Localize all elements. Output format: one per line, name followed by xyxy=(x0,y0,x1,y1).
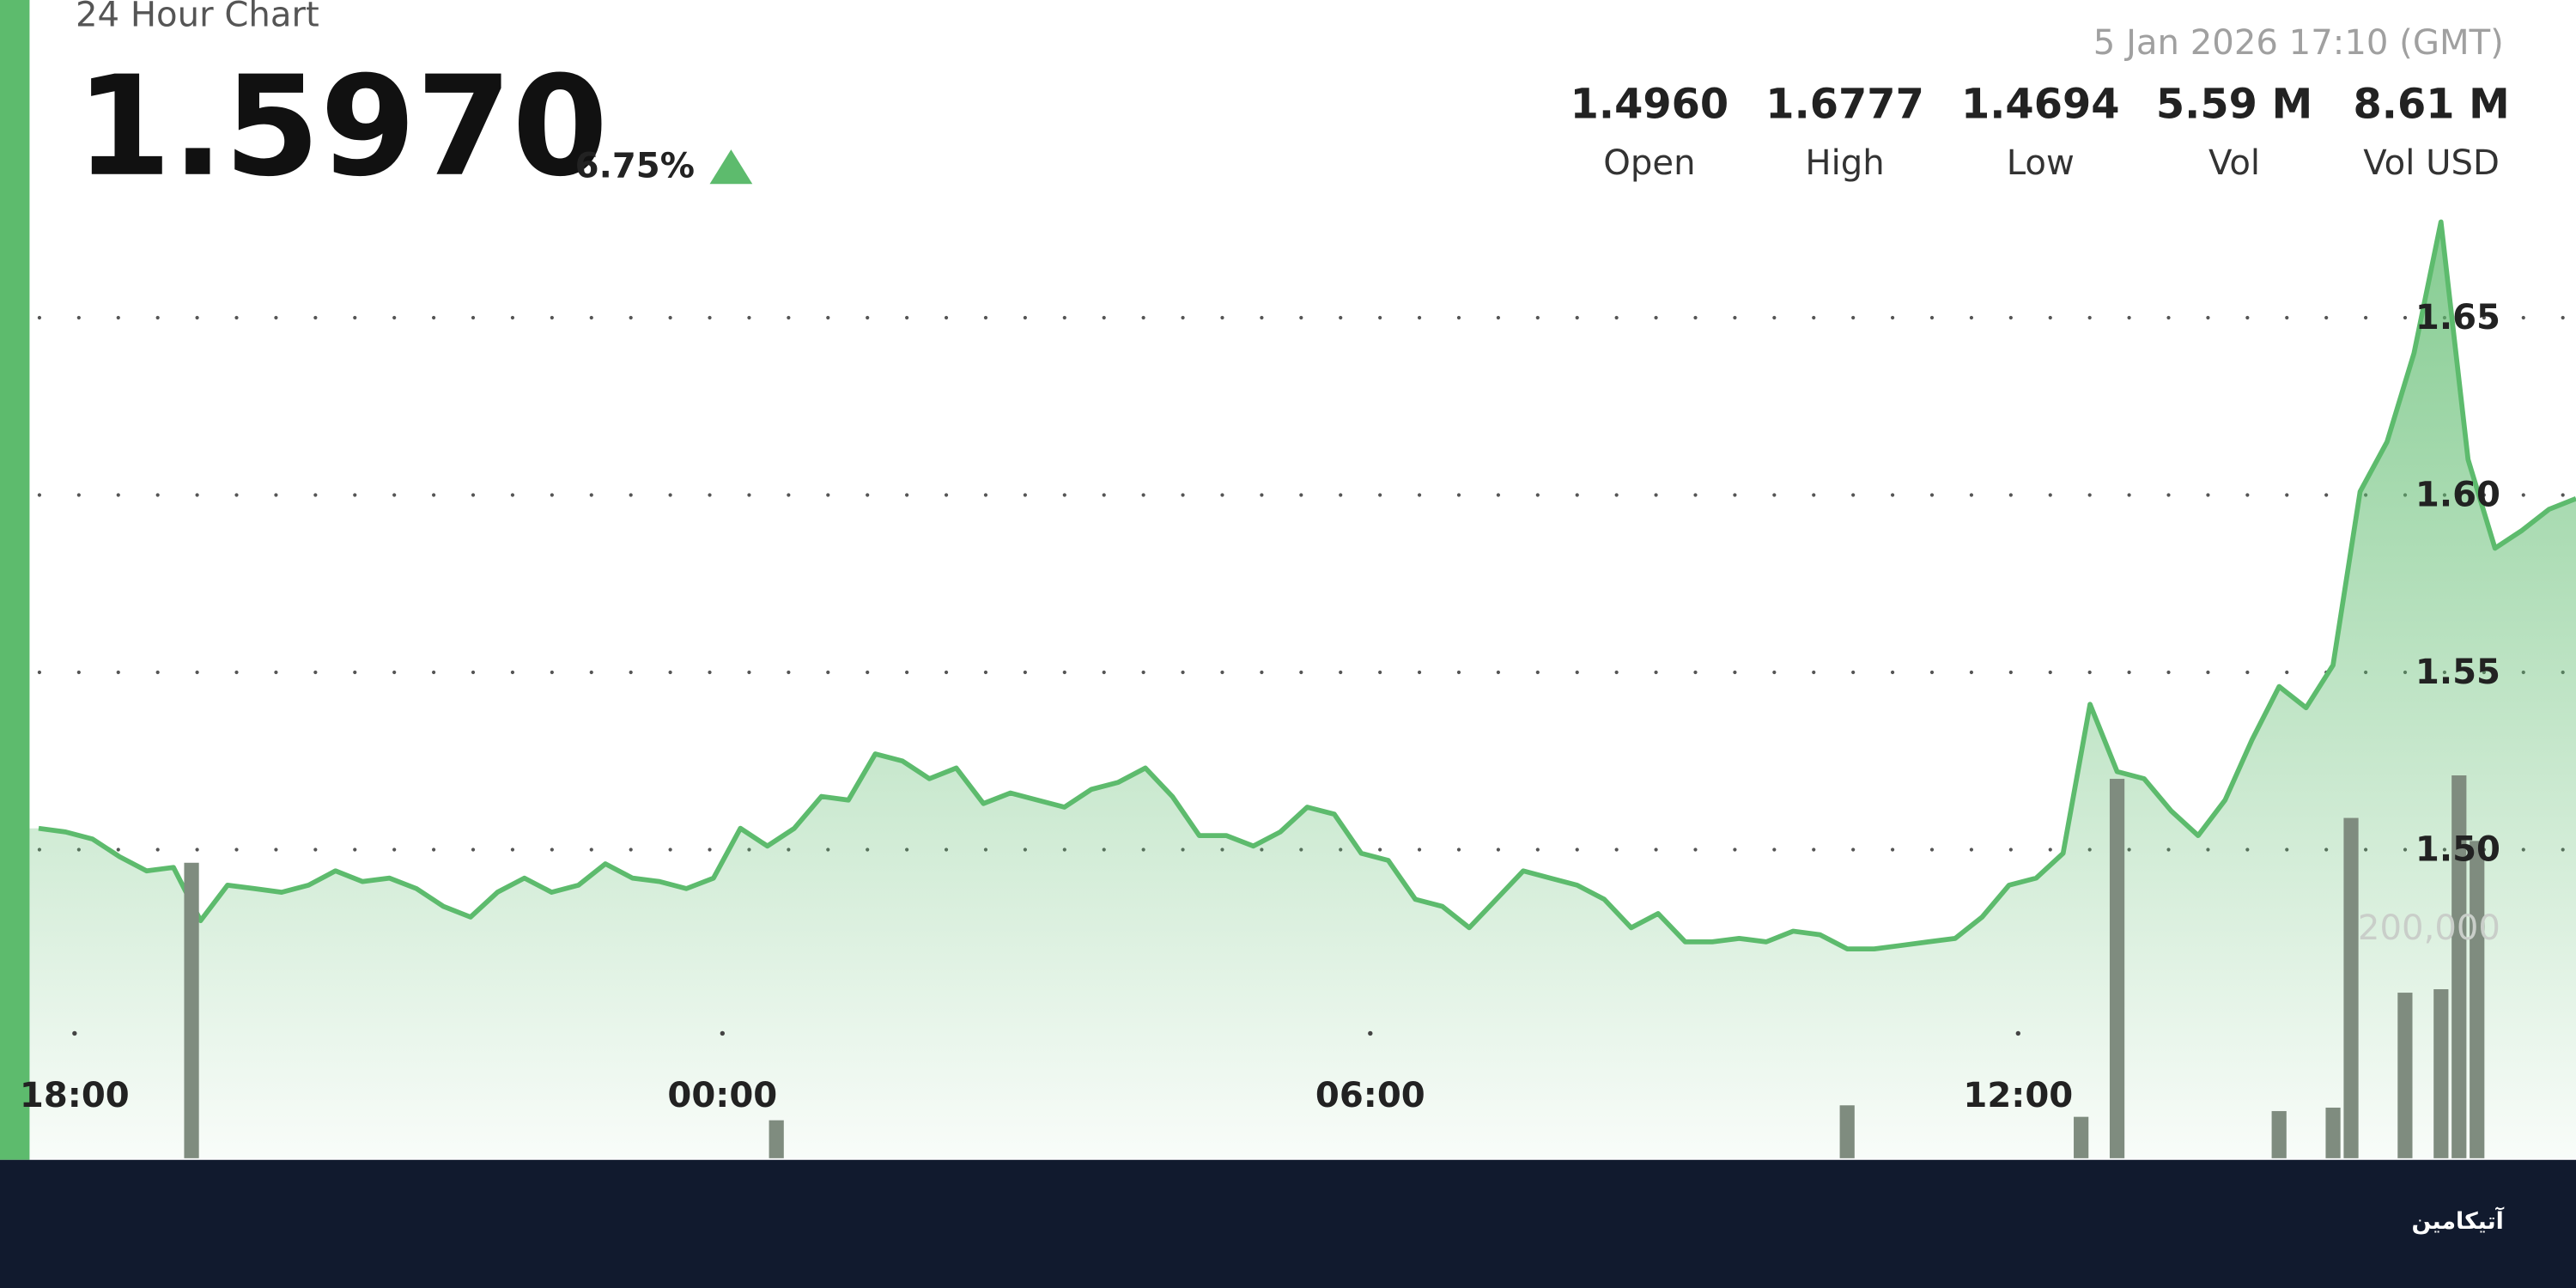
volume-bar xyxy=(2343,817,2359,1158)
stat-label: High xyxy=(1805,143,1884,183)
x-tick-label: 18:00 xyxy=(20,1076,130,1115)
volume-bar xyxy=(2074,1116,2089,1158)
chart-caption: 24 Hour Chart xyxy=(76,0,319,35)
y2-tick-label: 200,000 xyxy=(2358,908,2500,948)
x-tick-label: 12:00 xyxy=(1963,1076,2073,1115)
x-tick-label: 06:00 xyxy=(1315,1076,1425,1115)
accent-stripe xyxy=(0,0,30,1160)
stat-label: Vol xyxy=(2208,143,2260,183)
y-tick-label: 1.55 xyxy=(2415,653,2500,692)
stat-label: Low xyxy=(2007,143,2075,183)
x-tick-mark xyxy=(2015,1030,2020,1036)
price-line xyxy=(38,219,2576,951)
change: 6.75% xyxy=(575,147,695,186)
stat-value: 1.6777 xyxy=(1765,82,1924,129)
stat-value: 8.61 M xyxy=(2353,82,2509,129)
price: 1.5970 xyxy=(76,46,608,207)
volume-bar xyxy=(2325,1107,2341,1158)
plot-area: 1.50 1.55 1.60 1.65 200,000 18:00 00:00 06:00 12… xyxy=(20,219,2576,1158)
volume-bar xyxy=(1839,1105,1855,1158)
area-fill xyxy=(29,222,2576,1158)
y-tick-label: 1.60 xyxy=(2415,476,2500,515)
volume-bar xyxy=(2397,993,2413,1158)
footer-logo: آتیکامین xyxy=(2411,1206,2504,1235)
volume-bar xyxy=(2451,775,2467,1158)
volume-bar xyxy=(2433,989,2449,1158)
volume-bar xyxy=(2271,1110,2287,1158)
volume-bar xyxy=(2109,779,2125,1158)
y-tick-label: 1.65 xyxy=(2415,298,2500,337)
footer xyxy=(0,1159,2576,1288)
timestamp: 5 Jan 2026 17:10 (GMT) xyxy=(2093,23,2504,63)
stat-value: 1.4960 xyxy=(1571,82,1729,129)
volume-bar xyxy=(2470,841,2485,1158)
x-tick-mark xyxy=(72,1030,77,1036)
x-tick-label: 00:00 xyxy=(667,1076,777,1115)
stat-label: Open xyxy=(1603,143,1695,183)
stat-value: 1.4694 xyxy=(1961,82,2120,129)
volume-bar xyxy=(184,862,199,1158)
stat-value: 5.59 M xyxy=(2156,82,2312,129)
stats: 1.4960 Open 1.6777 High 1.4694 Low 5.59 M Vol 8.… xyxy=(1571,82,2510,183)
up-arrow xyxy=(709,149,753,185)
x-tick-mark xyxy=(1368,1030,1373,1036)
volume-bar xyxy=(769,1120,784,1158)
x-tick-mark xyxy=(720,1030,726,1036)
stat-label: Vol USD xyxy=(2363,143,2500,183)
y-tick-label: 1.50 xyxy=(2415,830,2500,870)
